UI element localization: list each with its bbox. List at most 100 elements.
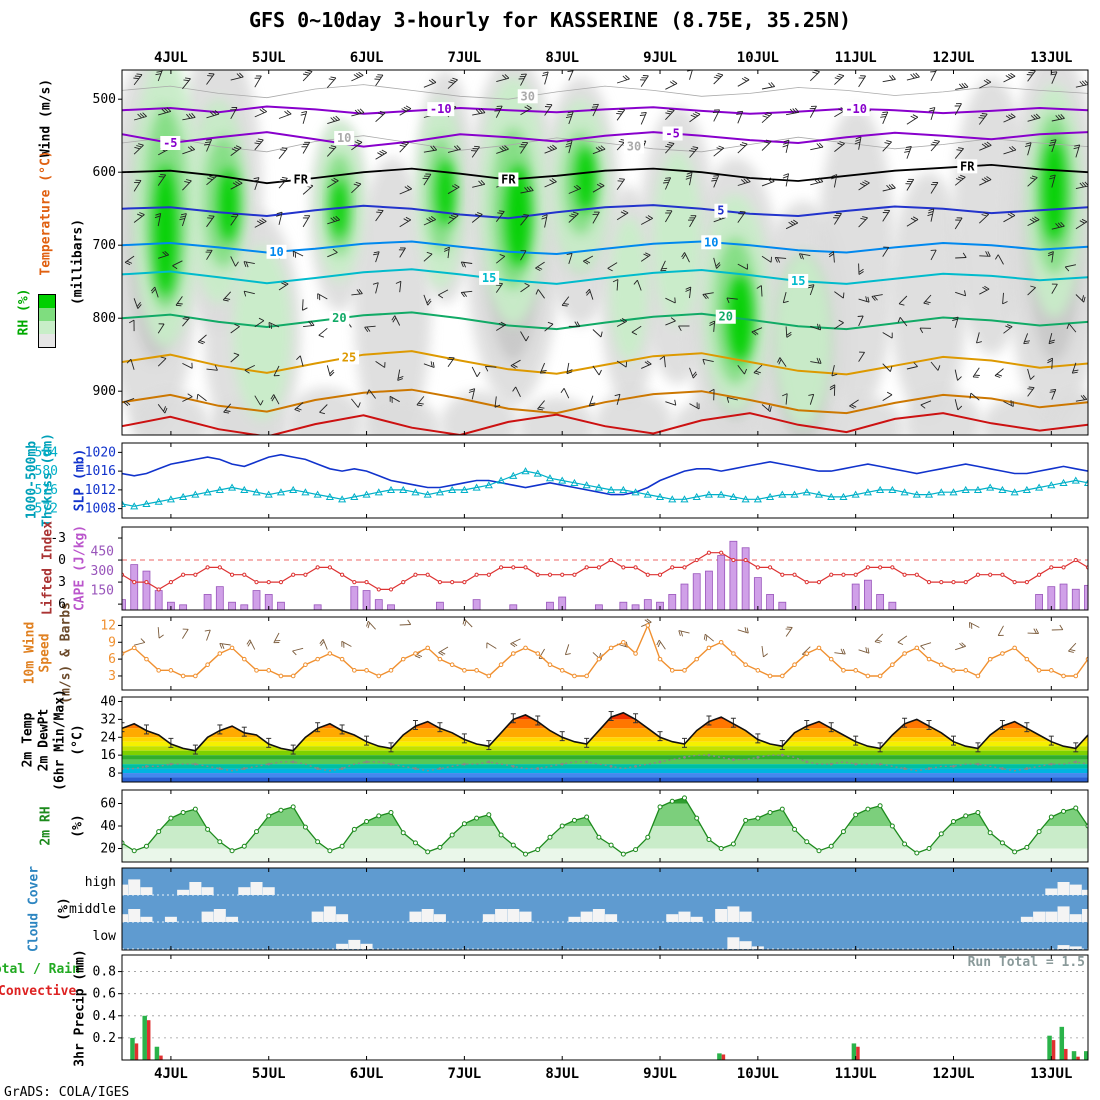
svg-text:25: 25	[342, 350, 356, 364]
temp-line	[122, 711, 1088, 752]
svg-text:0.8: 0.8	[93, 965, 116, 980]
svg-text:500: 500	[93, 92, 116, 107]
li-cape-panel: -3 0 3 6 450 300 150	[50, 526, 1089, 612]
svg-text:40: 40	[100, 694, 116, 709]
wind10m-content	[122, 618, 1088, 679]
svg-text:16: 16	[100, 748, 116, 763]
dewpt-line	[122, 754, 1088, 772]
svg-text:8: 8	[108, 766, 116, 781]
wind-speed-line	[122, 623, 1088, 677]
x-axis-label-top: 12JUL	[932, 50, 974, 66]
svg-text:450: 450	[91, 545, 114, 560]
precip-panel: 0.8 0.6 0.4 0.2	[93, 954, 1089, 1061]
svg-text:middle: middle	[69, 902, 116, 917]
svg-text:10: 10	[337, 131, 351, 145]
x-axis-label-top: 9JUL	[643, 50, 677, 66]
svg-text:24: 24	[100, 730, 116, 745]
svg-text:300: 300	[91, 564, 114, 579]
svg-text:-10: -10	[430, 102, 452, 116]
x-axis-label-bottom: 13JUL	[1030, 1066, 1072, 1082]
rh-shading	[122, 70, 1088, 435]
svg-text:FR: FR	[501, 173, 516, 187]
svg-text:20: 20	[332, 311, 346, 325]
svg-text:-5: -5	[163, 136, 177, 150]
axis-title-convective: Convective	[0, 984, 77, 999]
svg-text:FR: FR	[960, 159, 975, 173]
svg-text:high: high	[85, 875, 116, 890]
x-axis-label-top: 10JUL	[737, 50, 779, 66]
svg-text:FR: FR	[293, 173, 308, 187]
axis-title-total-rain: Total / Rain	[0, 962, 80, 977]
svg-text:600: 600	[93, 165, 116, 180]
svg-text:800: 800	[93, 311, 116, 326]
x-axis-label-top: 11JUL	[835, 50, 877, 66]
svg-text:0: 0	[58, 553, 66, 568]
upper-air-content: -10 -10 -5 -5 FR FR FR 5 10 10 15 15 20 20 25 30 10 30	[122, 70, 1088, 435]
svg-text:20: 20	[100, 842, 116, 857]
x-axis-labels: 4JUL 4JUL 5JUL 5JUL 6JUL 6JUL 7JUL 7JUL 8JUL 8JUL…	[154, 50, 1072, 1082]
x-axis-label-bottom: 9JUL	[643, 1066, 677, 1082]
x-axis-label-top: 8JUL	[545, 50, 579, 66]
temperature-contours	[122, 105, 1088, 435]
x-axis-label-bottom: 10JUL	[737, 1066, 779, 1082]
svg-text:1016: 1016	[85, 464, 116, 479]
slp-thickness-content	[122, 453, 1088, 510]
temp-dewpt-panel: 40 32 24 16 8	[100, 694, 1089, 783]
svg-text:30: 30	[627, 140, 641, 154]
cloud-cover-content	[122, 868, 1088, 950]
svg-text:900: 900	[93, 384, 116, 399]
svg-text:15: 15	[482, 271, 496, 285]
slp-line	[122, 453, 1088, 496]
svg-text:0.4: 0.4	[93, 1009, 117, 1024]
svg-text:20: 20	[719, 310, 733, 324]
svg-text:1020: 1020	[85, 445, 116, 460]
svg-text:6: 6	[108, 652, 116, 667]
x-axis-label-bottom: 6JUL	[350, 1066, 384, 1082]
svg-text:3: 3	[108, 669, 116, 684]
x-axis-label-bottom: 7JUL	[448, 1066, 482, 1082]
thickness-line	[122, 470, 1088, 507]
svg-text:1012: 1012	[85, 483, 116, 498]
cloud-cover-panel: high middle low	[69, 867, 1089, 951]
svg-text:40: 40	[100, 819, 116, 834]
svg-text:1008: 1008	[85, 502, 116, 517]
svg-text:30: 30	[520, 89, 534, 103]
x-axis-label-top: 13JUL	[1030, 50, 1072, 66]
svg-text:576: 576	[35, 483, 58, 498]
x-axis-label-bottom: 11JUL	[835, 1066, 877, 1082]
svg-text:-10: -10	[845, 102, 867, 116]
svg-text:3: 3	[58, 575, 66, 590]
temp-dewpt-content	[122, 711, 1088, 782]
svg-text:700: 700	[93, 238, 116, 253]
svg-text:580: 580	[35, 464, 58, 479]
pressure-axis: 500 600 700 800 900	[93, 69, 1089, 436]
svg-text:9: 9	[108, 635, 116, 650]
rh-colorbar	[38, 294, 56, 348]
svg-text:60: 60	[100, 797, 116, 812]
rh2m-content	[122, 795, 1088, 862]
x-axis-label-top: 4JUL	[154, 50, 188, 66]
grads-credit: GrADS: COLA/IGES	[4, 1085, 130, 1100]
wind-barbs	[123, 70, 1088, 415]
svg-text:10: 10	[704, 235, 718, 249]
svg-text:6: 6	[58, 597, 66, 612]
run-total-label: Run Total = 1.5	[967, 955, 1085, 970]
x-axis-label-top: 6JUL	[350, 50, 384, 66]
svg-text:32: 32	[100, 712, 116, 727]
li-cape-content	[122, 540, 1088, 610]
svg-text:12: 12	[100, 618, 116, 633]
x-axis-label-bottom: 4JUL	[154, 1066, 188, 1082]
svg-text:5: 5	[717, 204, 724, 218]
x-axis-label-top: 5JUL	[252, 50, 286, 66]
svg-text:15: 15	[791, 274, 805, 288]
contour-labels: -10 -10 -5 -5 FR FR FR 5 10 10 15 15 20 20 25 30 10 30	[160, 89, 978, 365]
svg-text:low: low	[93, 929, 117, 944]
svg-text:0.6: 0.6	[93, 987, 116, 1002]
chart-title: GFS 0~10day 3-hourly for KASSERINE (8.75…	[248, 8, 852, 32]
lifted-index-line	[122, 552, 1088, 591]
wind10m-panel: 12 9 6 3	[100, 616, 1089, 691]
svg-text:572: 572	[35, 502, 58, 517]
